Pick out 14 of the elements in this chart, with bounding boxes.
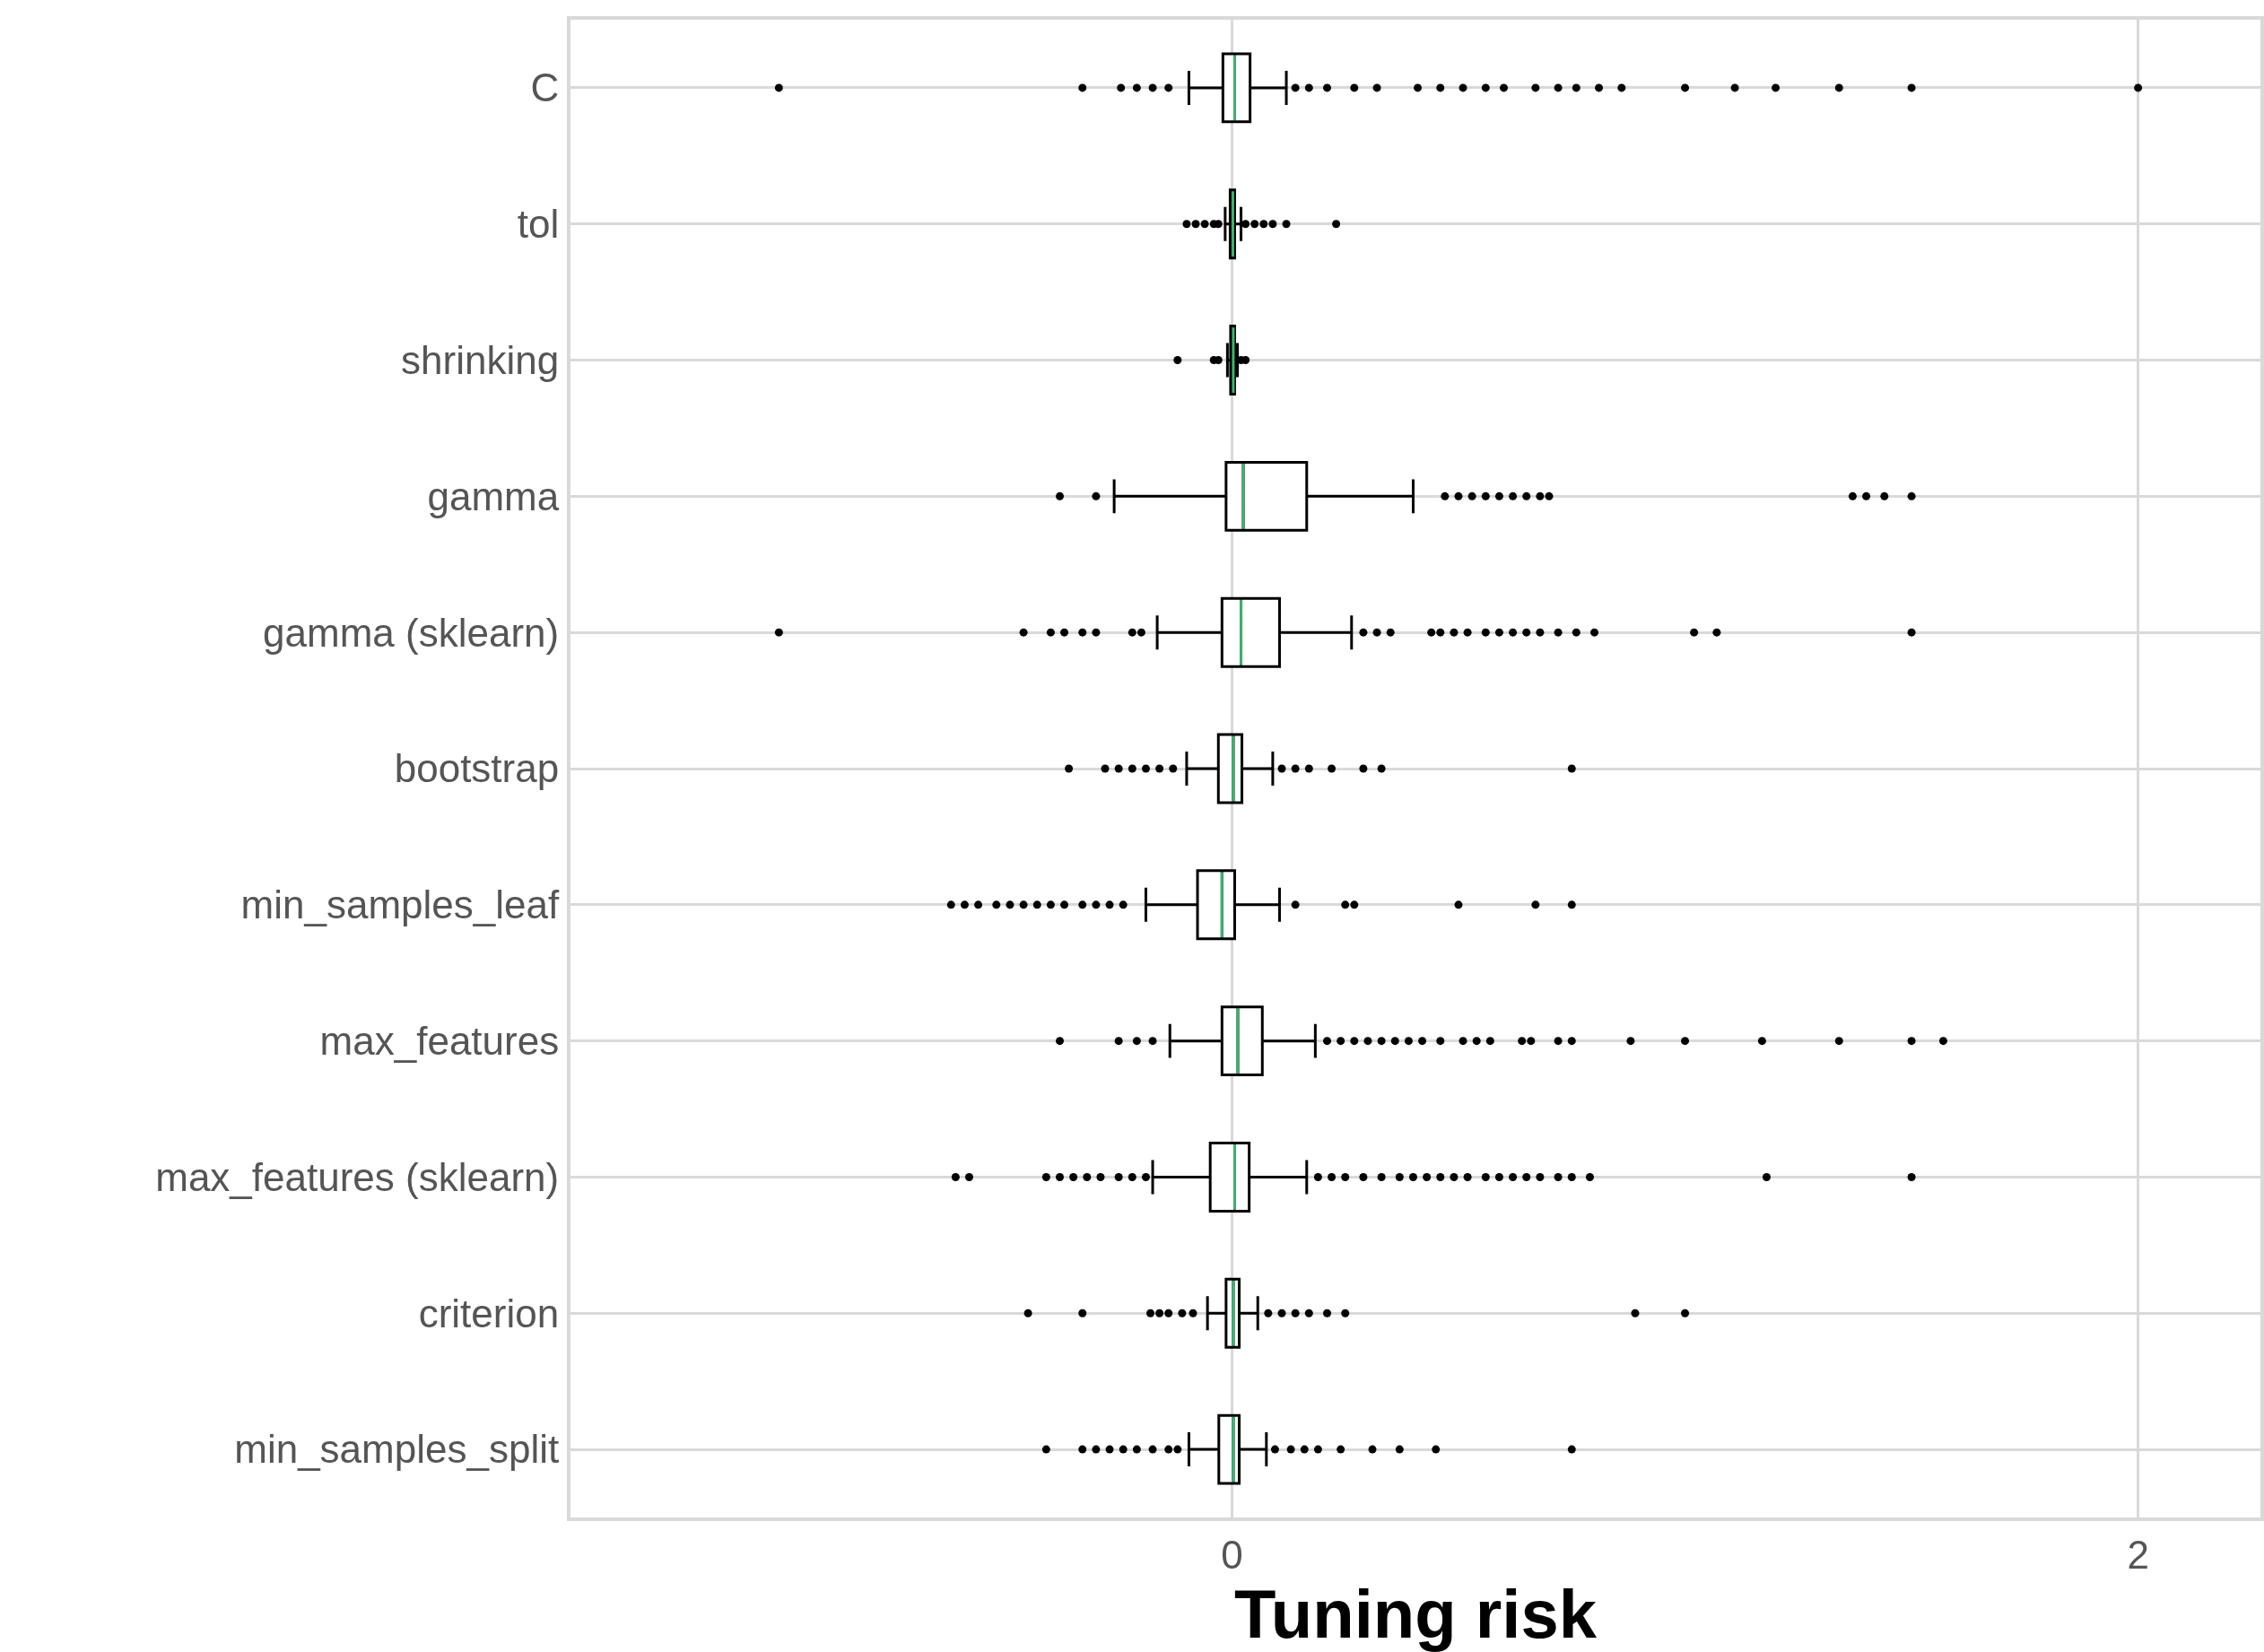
x-tick-label: 2: [2127, 1532, 2149, 1577]
x-tick-label: 0: [1221, 1532, 1243, 1577]
y-tick-label: bootstrap: [394, 746, 560, 791]
y-tick-label: C: [530, 65, 560, 110]
y-tick-label: max_features: [319, 1019, 560, 1064]
y-tick-label: shrinking: [401, 337, 560, 382]
y-tick-label: gamma: [427, 474, 560, 518]
y-tick-label: min_samples_split: [234, 1427, 560, 1472]
y-tick-label: max_features (sklearn): [155, 1154, 560, 1199]
x-axis-title: Tuning risk: [1234, 1576, 1598, 1652]
y-tick-label: criterion: [418, 1291, 560, 1335]
y-tick-label: tol: [517, 202, 560, 247]
y-tick-label: gamma (sklearn): [263, 610, 560, 655]
y-tick-label: min_samples_leaf: [240, 883, 560, 927]
